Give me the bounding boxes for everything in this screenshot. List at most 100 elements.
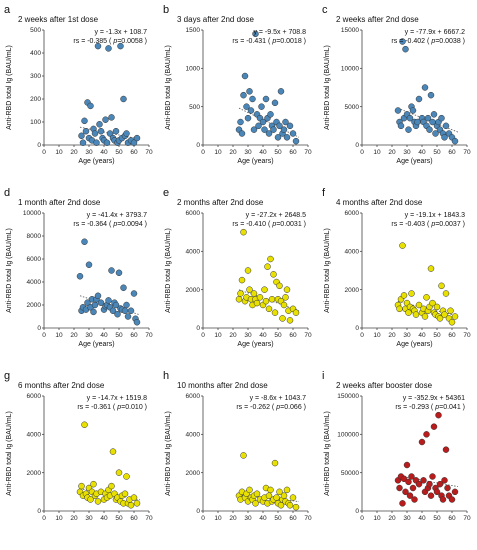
y-tick-label: 500 [189,104,200,111]
x-tick-label: 20 [388,515,396,522]
data-point [451,137,459,145]
data-point [409,107,417,114]
data-point [250,290,258,297]
panel-title: 2 months after 2nd dose [177,198,264,207]
data-point [273,494,280,501]
x-tick-label: 0 [360,515,364,522]
data-point [438,282,445,290]
data-point [280,492,288,499]
y-tick-label: 300 [30,73,41,80]
data-point [262,95,270,103]
data-point [292,503,300,511]
y-tick-label: 6000 [345,210,360,217]
x-tick-label: 70 [145,515,153,522]
x-tick-label: 0 [42,332,46,339]
data-point [406,114,414,122]
data-point [429,473,436,480]
data-point [289,130,297,137]
x-tick-label: 50 [115,332,123,339]
panel-f: f 4 months after 2nd dose 0 2000 4000 6000 0 10… [322,187,471,348]
x-tick-label: 70 [463,149,471,156]
x-tick-label: 10 [55,515,63,522]
regression-equation: y = -27.2x + 2648.5 [246,212,306,219]
data-point [244,267,252,274]
data-point [115,469,123,476]
x-axis-label: Age (years) [237,341,273,348]
data-point [283,134,291,141]
data-point [255,122,262,130]
panel-a: a 2 weeks after 1st dose 0 100 200 300 400 500 0… [4,4,153,165]
data-point [249,95,256,103]
data-point [292,309,300,316]
data-point [276,488,283,496]
panel-c: c 2 weeks after 2nd dose 0 5000 10000 15000 0 1… [322,4,471,165]
y-tick-label: 100000 [337,432,359,439]
x-tick-label: 70 [304,332,312,339]
y-tick-label: 2000 [27,470,42,477]
x-tick-label: 20 [229,515,237,522]
correlation-text: rs = -0.403 ( p=0.0037 ) [391,221,465,228]
data-point [109,307,117,314]
data-point [265,305,273,313]
data-point [447,307,454,314]
x-axis-label: Age (years) [78,341,114,348]
data-point [258,103,265,110]
x-tick-label: 40 [100,515,108,522]
x-tick-label: 10 [373,332,381,339]
data-point [127,502,135,509]
data-point [277,88,285,95]
x-tick-label: 50 [274,332,282,339]
regression-equation: y = -8.6x + 1043.7 [250,395,307,402]
data-point [262,297,270,305]
data-point [130,290,138,297]
panel-g: g 6 months after 2nd dose 0 2000 4000 6000 0 10… [4,370,153,522]
x-tick-label: 30 [85,332,93,339]
data-point [286,317,294,324]
data-point [283,486,291,494]
x-tick-label: 40 [418,332,426,339]
correlation-text: rs = -0.402 ( p=0.0038 ) [391,38,465,45]
x-tick-label: 70 [145,149,153,156]
data-point [268,296,276,303]
regression-equation: y = -41.4x + 3793.7 [87,212,147,219]
panel-letter: c [322,4,328,16]
correlation-text: rs = -0.361 ( p=0.010 ) [77,404,147,411]
x-tick-label: 50 [274,515,282,522]
x-tick-label: 30 [403,515,411,522]
data-point [436,480,444,488]
data-point [442,446,450,453]
y-tick-label: 0 [355,142,359,149]
data-point [405,478,412,486]
y-tick-label: 4000 [27,432,42,439]
data-point [109,448,117,455]
correlation-text: rs = -0.262 ( p=0.066 ) [236,404,306,411]
data-point [235,296,243,303]
y-axis-label: Anti-RBD total Ig (BAU/mL) [324,411,331,496]
data-point [399,500,406,507]
y-tick-label: 400 [30,50,41,57]
y-tick-label: 200 [30,96,41,103]
y-axis-label: Anti-RBD total Ig (BAU/mL) [165,411,172,496]
x-tick-label: 50 [433,149,441,156]
x-tick-label: 20 [70,515,78,522]
x-tick-label: 10 [214,332,222,339]
data-point [106,130,114,137]
data-point [397,122,405,130]
y-tick-label: 15000 [341,27,359,34]
y-tick-label: 0 [196,142,200,149]
data-point [84,299,91,306]
x-tick-label: 0 [360,149,364,156]
y-tick-label: 4000 [186,432,201,439]
y-tick-label: 50000 [341,470,359,477]
panel-letter: i [322,370,324,382]
data-point [238,276,246,284]
data-point [121,490,129,497]
regression-equation: y = -19.1x + 1843.3 [405,212,465,219]
regression-equation: y = -77.9x + 6667.2 [405,29,465,36]
data-point [243,103,250,110]
data-point [261,126,268,133]
panel-i: i 2 weeks after booster dose 0 50000 100000 1… [322,370,471,522]
data-point [289,494,297,501]
data-point [240,228,247,236]
x-tick-label: 70 [304,149,312,156]
